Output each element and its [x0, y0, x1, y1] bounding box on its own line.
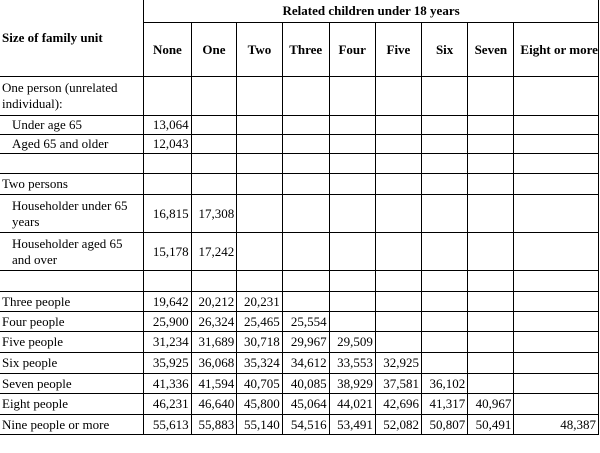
row-label: Householder under 65 years	[0, 194, 145, 233]
cell-value: 20,231	[236, 291, 283, 312]
cell-value: 36,102	[421, 373, 469, 394]
cell-value: 42,696	[374, 393, 423, 415]
spacer-row	[0, 270, 599, 292]
cell-value: 41,317	[421, 393, 469, 415]
col-header-two: Two	[236, 22, 283, 77]
cell-value: 31,234	[143, 331, 192, 353]
row-label: Six people	[0, 352, 145, 374]
cell-value: 44,021	[328, 393, 376, 415]
cell-value: 15,178	[143, 232, 192, 271]
cell-value: 20,212	[190, 291, 238, 312]
row-label: Nine people or more	[0, 414, 145, 435]
cell-value: 29,967	[281, 331, 330, 353]
cell-value: 17,242	[190, 232, 238, 271]
cell-value: 31,689	[190, 331, 238, 353]
row-label: Seven people	[0, 373, 145, 394]
cell-value: 50,807	[421, 414, 469, 435]
col-header-three: Three	[281, 22, 330, 77]
cell-value: 35,925	[143, 352, 192, 374]
table-row: Two persons	[0, 173, 599, 195]
cell-value: 48,387	[513, 414, 599, 435]
corner-header: Size of family unit	[0, 0, 145, 77]
cell-value: 55,613	[143, 414, 192, 435]
cell-value: 40,705	[236, 373, 283, 394]
row-label: Aged 65 and older	[0, 134, 145, 154]
cell-value: 35,324	[236, 352, 283, 374]
cell-value: 45,064	[281, 393, 330, 415]
cell-value: 29,509	[328, 331, 376, 353]
row-label: Five people	[0, 331, 145, 353]
cell-value: 40,085	[281, 373, 330, 394]
cell-value: 12,043	[143, 134, 192, 154]
col-header-four: Four	[328, 22, 376, 77]
col-header-seven: Seven	[467, 22, 515, 77]
cell-value: 38,929	[328, 373, 376, 394]
cell-value: 52,082	[374, 414, 423, 435]
table-row: Aged 65 and older 12,043	[0, 134, 599, 154]
col-header-none: None	[143, 22, 192, 77]
table-row: One person (unrelated individual):	[0, 76, 599, 116]
cell-value: 32,925	[374, 352, 423, 374]
row-label: Three people	[0, 291, 145, 312]
row-label: Under age 65	[0, 115, 145, 135]
cell-value: 50,491	[467, 414, 515, 435]
cell-value: 46,640	[190, 393, 238, 415]
cell-value: 55,883	[190, 414, 238, 435]
cell-value: 41,336	[143, 373, 192, 394]
table-row: Four people 25,900 26,324 25,465 25,554	[0, 311, 599, 332]
table-row: Nine people or more 55,613 55,883 55,140…	[0, 414, 599, 435]
table-row: Eight people 46,231 46,640 45,800 45,064…	[0, 393, 599, 415]
row-label: Two persons	[0, 173, 145, 195]
table-row: Householder under 65 years 16,815 17,308	[0, 194, 599, 233]
cell-value: 16,815	[143, 194, 192, 233]
cell-value: 53,491	[328, 414, 376, 435]
cell-value: 54,516	[281, 414, 330, 435]
table-row: Householder aged 65 and over 15,178 17,2…	[0, 232, 599, 271]
cell-value: 46,231	[143, 393, 192, 415]
table-row: Five people 31,234 31,689 30,718 29,967 …	[0, 331, 599, 353]
cell-value: 26,324	[190, 311, 238, 332]
cell-value: 19,642	[143, 291, 192, 312]
cell-value: 37,581	[374, 373, 423, 394]
col-header-six: Six	[421, 22, 469, 77]
cell-value: 34,612	[281, 352, 330, 374]
row-label: Eight people	[0, 393, 145, 415]
row-label: One person (unrelated individual):	[0, 76, 145, 116]
col-header-one: One	[190, 22, 238, 77]
table-row: Under age 65 13,064	[0, 115, 599, 135]
cell-value: 13,064	[143, 115, 192, 135]
table-row: Six people 35,925 36,068 35,324 34,612 3…	[0, 352, 599, 374]
cell-value: 17,308	[190, 194, 238, 233]
poverty-threshold-table: Size of family unit Related children und…	[0, 0, 599, 435]
cell-value: 40,967	[467, 393, 515, 415]
row-label: Householder aged 65 and over	[0, 232, 145, 271]
col-header-five: Five	[374, 22, 423, 77]
children-span-header: Related children under 18 years	[143, 0, 599, 23]
cell-value: 33,553	[328, 352, 376, 374]
table-row: Three people 19,642 20,212 20,231	[0, 291, 599, 312]
cell-value: 36,068	[190, 352, 238, 374]
cell-value: 41,594	[190, 373, 238, 394]
cell-value: 55,140	[236, 414, 283, 435]
spacer-row	[0, 153, 599, 174]
cell-value: 25,554	[281, 311, 330, 332]
col-header-eight-or-more: Eight or more	[513, 22, 599, 77]
cell-value: 45,800	[236, 393, 283, 415]
cell-value: 25,900	[143, 311, 192, 332]
cell-value: 30,718	[236, 331, 283, 353]
cell-value: 25,465	[236, 311, 283, 332]
table-row: Seven people 41,336 41,594 40,705 40,085…	[0, 373, 599, 394]
row-label: Four people	[0, 311, 145, 332]
